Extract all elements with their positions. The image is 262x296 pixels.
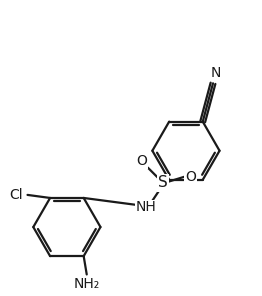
Text: NH: NH [135, 200, 156, 214]
Text: Cl: Cl [10, 188, 23, 202]
Text: N: N [211, 66, 221, 80]
Text: NH₂: NH₂ [74, 276, 100, 291]
Text: O: O [136, 155, 147, 168]
Text: S: S [158, 175, 168, 190]
Text: O: O [185, 170, 196, 184]
